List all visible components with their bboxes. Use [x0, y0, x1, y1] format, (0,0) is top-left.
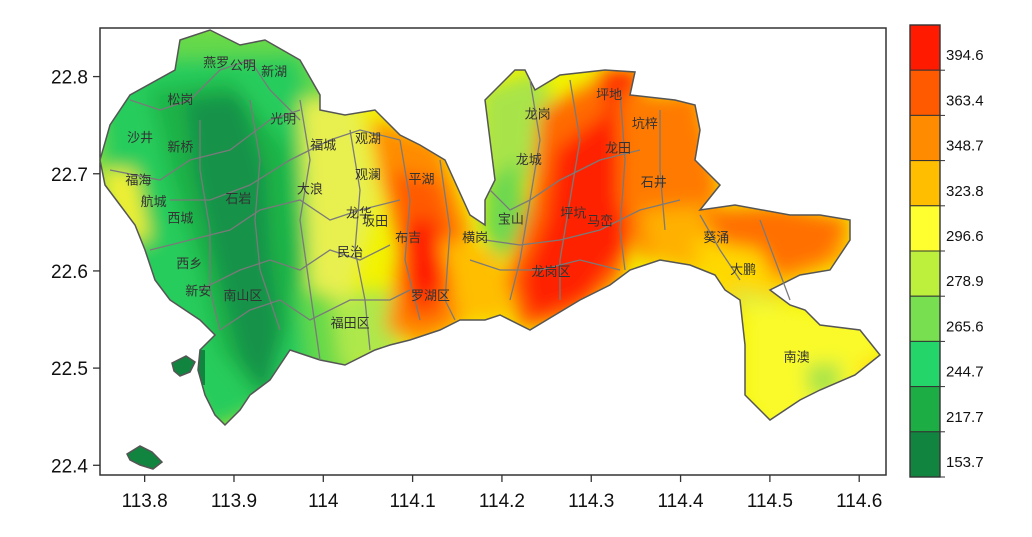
district-label: 平湖 [409, 173, 435, 188]
legend-label: 323.8 [946, 183, 984, 200]
district-label: 龙岗 [525, 108, 551, 123]
district-label: 罗湖区 [411, 289, 450, 304]
district-label: 坂田 [362, 214, 388, 229]
legend-swatch [909, 295, 941, 342]
district-label: 石井 [641, 176, 667, 191]
legend-label: 265.6 [946, 318, 984, 335]
district-label: 民治 [337, 246, 363, 261]
legend-swatch [909, 431, 941, 478]
district-label: 新桥 [167, 140, 193, 156]
district-label: 观湖 [355, 132, 381, 147]
legend-swatch [909, 340, 941, 388]
district-label: 龙岗区 [532, 265, 571, 280]
district-label: 沙井 [127, 131, 153, 146]
legend-label: 296.6 [946, 228, 984, 245]
district-label: 福城 [310, 139, 336, 154]
x-tick-label: 114.5 [747, 491, 793, 512]
x-tick-label: 114.2 [479, 491, 525, 512]
x-tick-label: 114 [308, 491, 339, 512]
legend-label: 363.4 [946, 92, 984, 109]
rainfall-field [100, 30, 880, 469]
district-label: 南山区 [223, 288, 262, 304]
y-axis: 22.8 22.7 22.6 22.5 22.4 [51, 68, 100, 477]
district-label: 坪地 [596, 88, 622, 103]
x-tick-label: 114.3 [568, 491, 614, 512]
legend-label: 394.6 [946, 47, 984, 64]
y-tick-label: 22.5 [51, 359, 88, 380]
district-label: 横岗 [462, 231, 488, 246]
district-label: 光明 [270, 112, 296, 127]
district-label: 宝山 [498, 212, 524, 227]
y-tick-label: 22.4 [51, 456, 88, 477]
district-label: 龙华 [346, 207, 372, 222]
district-label: 新安 [185, 283, 211, 299]
legend-label: 278.9 [946, 273, 984, 290]
district-label: 观澜 [355, 168, 381, 183]
district-label: 龙田 [605, 142, 631, 157]
district-label: 龙城 [516, 153, 542, 168]
district-label: 航城 [141, 194, 167, 210]
x-tick-label: 113.9 [211, 491, 257, 512]
x-tick-label: 114.1 [390, 491, 436, 512]
district-label: 布吉 [395, 231, 421, 246]
color-legend: 394.6 363.4 348.7 323.8 296.6 278.9 265.6 244.7… [909, 24, 984, 478]
legend-frame [909, 24, 941, 478]
district-label: 石岩 [225, 192, 251, 207]
district-label: 新湖 [261, 64, 287, 80]
district-label: 福海 [125, 174, 151, 189]
district-label: 大浪 [297, 182, 323, 197]
y-tick-label: 22.7 [51, 165, 88, 186]
district-label: 马峦 [587, 213, 613, 229]
legend-swatch [909, 160, 941, 207]
legend-swatch [909, 205, 941, 252]
legend-label: 217.7 [946, 409, 984, 426]
legend-label: 244.7 [946, 364, 984, 381]
district-label: 燕罗 [203, 56, 229, 71]
district-label: 福田区 [331, 316, 370, 331]
district-label: 松岗 [167, 93, 193, 108]
legend-swatch [909, 69, 941, 116]
district-label: 葵涌 [703, 231, 729, 246]
x-tick-label: 114.6 [836, 491, 882, 512]
x-axis: 113.8 113.9 114 114.1 114.2 114.3 114.4 114.5 11… [122, 475, 882, 512]
district-label: 西乡 [176, 257, 202, 272]
legend-label: 153.7 [946, 454, 984, 471]
district-label: 坑梓 [632, 117, 658, 132]
y-tick-label: 22.6 [51, 262, 88, 283]
coastline [99, 29, 882, 470]
district-boundaries [109, 59, 791, 361]
district-label: 南澳 [784, 349, 810, 365]
district-label: 大鹏 [730, 263, 756, 278]
legend-swatch [909, 24, 941, 71]
legend-label: 348.7 [946, 138, 984, 155]
legend-swatch [909, 250, 941, 297]
legend-swatch [909, 114, 941, 162]
district-label: 坪坑 [560, 207, 586, 222]
y-tick-label: 22.8 [51, 68, 88, 89]
district-label: 公明 [230, 59, 256, 74]
legend-swatch [909, 386, 941, 433]
district-label: 西城 [167, 211, 193, 226]
x-tick-label: 113.8 [122, 491, 168, 512]
x-tick-label: 114.4 [657, 491, 704, 512]
